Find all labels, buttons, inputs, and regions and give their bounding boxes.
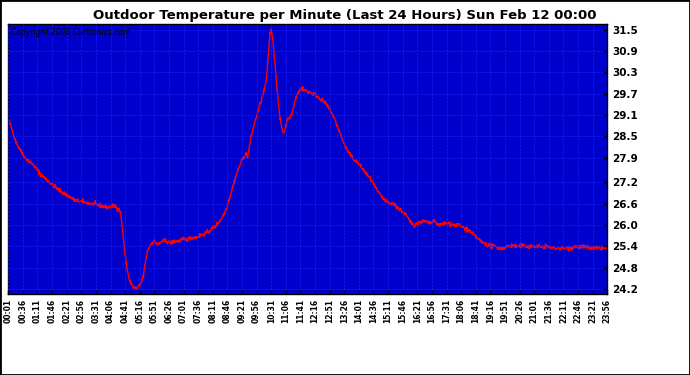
- Text: Copyright 2006 Curtronics.com: Copyright 2006 Curtronics.com: [11, 28, 131, 38]
- Text: Outdoor Temperature per Minute (Last 24 Hours) Sun Feb 12 00:00: Outdoor Temperature per Minute (Last 24 …: [93, 9, 597, 22]
